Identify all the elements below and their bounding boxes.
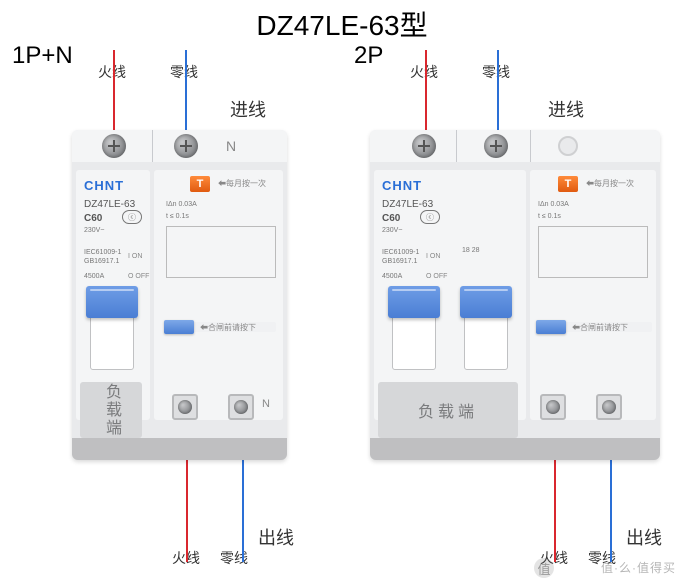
switch-toggle-1[interactable] (388, 286, 440, 318)
rating: C60 (382, 213, 400, 224)
breaker-2p: CHNT DZ47LE-63 C60 ⓒ 230V~ IEC61009-1 GB… (370, 130, 660, 460)
on-label: I ON (128, 253, 142, 260)
switch-toggle-2[interactable] (460, 286, 512, 318)
neutral-label-top-left: 零线 (170, 62, 198, 82)
outlet-live-wire-right (554, 450, 556, 562)
leakage-text: IΔn 0.03A (166, 200, 197, 209)
schematic-box (166, 226, 276, 278)
outlet-terminal-2 (596, 394, 622, 420)
switch-toggle[interactable] (86, 286, 138, 318)
slider-knob[interactable] (164, 320, 194, 334)
off-label: O OFF (426, 273, 447, 280)
breaking-text: 4500A (84, 272, 104, 281)
outlet-terminal-live (172, 394, 198, 420)
voltage-text: 230V~ (382, 226, 402, 235)
inlet-neutral-wire-right (497, 50, 499, 142)
brand-text: CHNT (382, 178, 422, 193)
outlet-label-right: 出线 (626, 524, 662, 550)
load-end-label: 负载端 (80, 382, 142, 438)
inlet-terminal-live (102, 134, 126, 158)
leakage-text: IΔn 0.03A (538, 200, 569, 209)
slider-knob[interactable] (536, 320, 566, 334)
type-label-right: 2P (354, 42, 383, 70)
type-label-left: 1P+N (12, 42, 73, 70)
inlet-label-right: 进线 (548, 96, 584, 122)
load-end-label: 负载端 (378, 382, 518, 438)
ccc-mark: ⓒ (420, 210, 440, 224)
slide-hint: ⬅合闸前请按下 (200, 322, 256, 333)
outlet-label-left: 出线 (258, 524, 294, 550)
outlet-terminal-neutral (228, 394, 254, 420)
outlet-neutral-wire-left (242, 450, 244, 562)
aux-terminal (558, 136, 578, 156)
watermark-text: 值·么·值得买 (601, 559, 676, 576)
n-mark-bottom: N (262, 398, 270, 410)
off-label: O OFF (128, 273, 149, 280)
divider (152, 130, 153, 162)
outlet-neutral-wire-right (610, 450, 612, 562)
on-label: I ON (426, 253, 440, 260)
test-button[interactable]: T (558, 176, 578, 192)
model: DZ47LE-63 (382, 199, 433, 210)
standards-text: IEC61009-1 GB16917.1 (84, 248, 121, 266)
inlet-neutral-wire-left (185, 50, 187, 142)
schematic-box (538, 226, 648, 278)
neutral-label-top-right: 零线 (482, 62, 510, 82)
voltage-text: 230V~ (84, 226, 104, 235)
outlet-terminal-1 (540, 394, 566, 420)
inlet-label-left: 进线 (230, 96, 266, 122)
bottom-strip (370, 438, 660, 460)
slide-hint: ⬅合闸前请按下 (572, 322, 628, 333)
standards-text: IEC61009-1 GB16917.1 (382, 248, 419, 266)
watermark-icon: 值 (534, 558, 554, 578)
live-label-top-right: 火线 (410, 62, 438, 82)
on-off-text: I ON O OFF (128, 252, 149, 281)
brand-text: CHNT (84, 178, 124, 193)
terminal-nums: 18 28 (462, 246, 480, 255)
live-label-top-left: 火线 (98, 62, 126, 82)
diagram-title: DZ47LE-63型 (256, 4, 427, 44)
divider-2 (530, 130, 531, 162)
inlet-live-wire-right (425, 50, 427, 142)
ccc-mark: ⓒ (122, 210, 142, 224)
divider-1 (456, 130, 457, 162)
rating: C60 (84, 213, 102, 224)
bottom-strip (72, 438, 287, 460)
test-button[interactable]: T (190, 176, 210, 192)
inlet-terminal-1 (412, 134, 436, 158)
trip-time-text: t ≤ 0.1s (538, 212, 561, 221)
inlet-live-wire-left (113, 50, 115, 142)
outlet-live-wire-left (186, 450, 188, 562)
breaker-1pn: N CHNT DZ47LE-63 C60 ⓒ 230V~ IEC61009-1 … (72, 130, 287, 460)
breaking-text: 4500A (382, 272, 402, 281)
on-off-text: I ON O OFF (426, 252, 447, 281)
trip-time-text: t ≤ 0.1s (166, 212, 189, 221)
model: DZ47LE-63 (84, 199, 135, 210)
test-hint: ⬅每月按一次 (218, 178, 266, 189)
test-hint: ⬅每月按一次 (586, 178, 634, 189)
n-mark-top: N (226, 138, 236, 154)
inlet-terminal-neutral (174, 134, 198, 158)
inlet-terminal-2 (484, 134, 508, 158)
